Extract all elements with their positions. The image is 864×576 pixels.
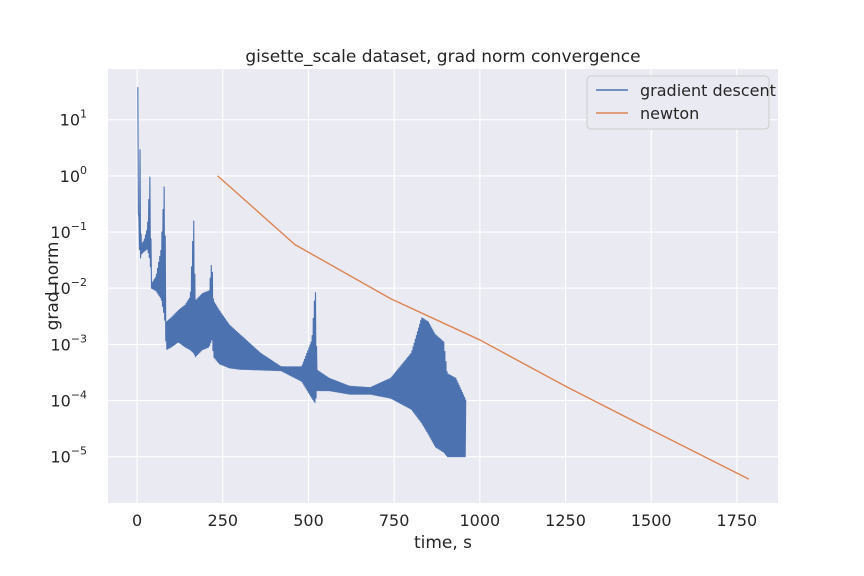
- y-tick-label: 10−1: [50, 220, 87, 242]
- x-axis-label: time, s: [414, 533, 472, 553]
- legend: gradient descent newton: [586, 75, 776, 130]
- series-newton-line: [217, 175, 750, 480]
- y-tick-label: 10−4: [50, 389, 87, 411]
- x-tick-label: 250: [208, 511, 239, 530]
- y-tick-label: 100: [60, 164, 87, 186]
- x-tick-label: 0: [132, 511, 142, 530]
- y-tick-label: 10−3: [50, 332, 87, 354]
- series-layer: [137, 87, 750, 480]
- y-tick-label: 101: [60, 108, 87, 130]
- series-gradient-descent-line: [137, 87, 467, 458]
- x-tick-label: 750: [379, 511, 410, 530]
- y-axis-label: grad norm: [43, 242, 63, 331]
- x-tick-labels: 0 250 500 750 1000 1250 1500 1750: [132, 511, 757, 530]
- x-tick-label: 1250: [545, 511, 586, 530]
- legend-label-newton: newton: [640, 104, 699, 123]
- y-tick-label: 10−5: [50, 445, 87, 467]
- legend-label-gradient-descent: gradient descent: [640, 81, 776, 100]
- chart-title: gisette_scale dataset, grad norm converg…: [245, 47, 640, 67]
- x-tick-label: 1000: [459, 511, 500, 530]
- legend-box: [586, 75, 770, 130]
- x-tick-label: 1750: [717, 511, 758, 530]
- x-tick-label: 500: [293, 511, 324, 530]
- x-tick-label: 1500: [631, 511, 672, 530]
